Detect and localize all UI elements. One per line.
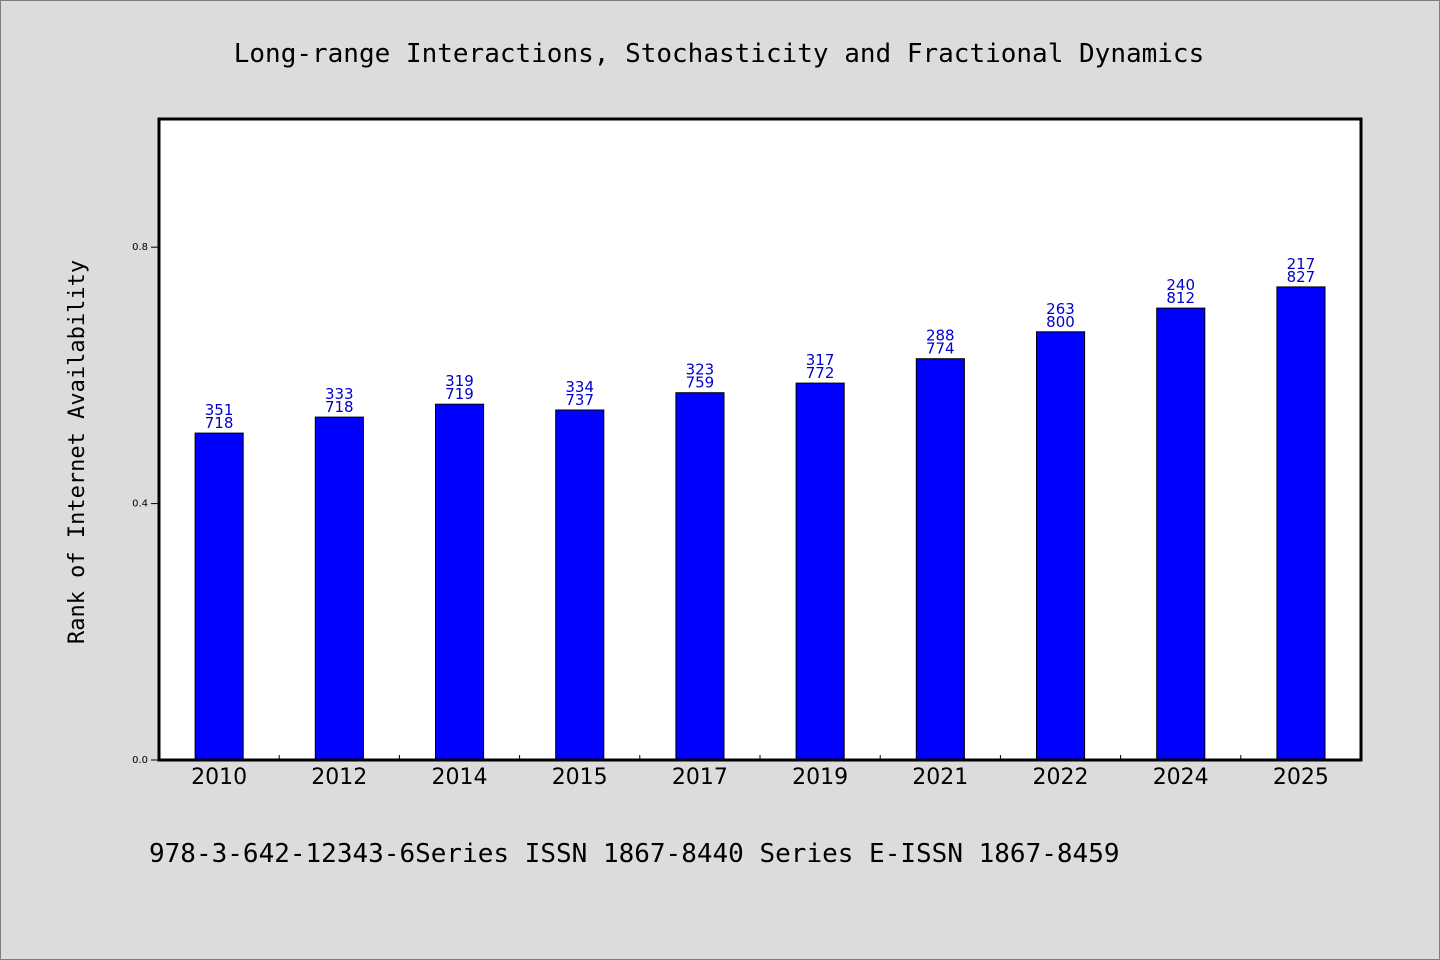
x-tick-label-2022: 2022 (1033, 765, 1089, 790)
data-label-top-2019: 317 (806, 351, 835, 369)
data-label-top-2017: 323 (686, 361, 715, 379)
data-label-bottom-2019: 772 (806, 364, 835, 382)
x-tick-label-2010: 2010 (191, 765, 247, 790)
x-tick-label-2019: 2019 (792, 765, 848, 790)
data-label-top-2021: 288 (926, 327, 955, 345)
y-tick-label: 0.8 (132, 242, 148, 253)
bar-2019 (795, 382, 845, 761)
data-label-bottom-2022: 800 (1046, 313, 1075, 331)
data-label-bottom-2021: 774 (926, 340, 955, 358)
bar-2021 (915, 358, 965, 761)
x-tick-label-2024: 2024 (1153, 765, 1209, 790)
data-label-bottom-2015: 737 (565, 391, 594, 409)
data-label-top-2012: 333 (325, 385, 354, 403)
data-label-top-2025: 217 (1287, 255, 1316, 273)
data-label-bottom-2012: 718 (325, 398, 354, 416)
data-label-top-2010: 351 (205, 401, 234, 419)
plot-border (157, 117, 1363, 762)
x-tick-label-2014: 2014 (432, 765, 488, 790)
data-label-bottom-2010: 718 (205, 414, 234, 432)
bar-2024 (1156, 307, 1206, 761)
bars-group (194, 286, 1326, 761)
x-axis: 2010 2012 2014 2015 2017 2019 2021 2022 2024 2025 (191, 755, 1329, 790)
bar-2015 (555, 409, 605, 761)
data-label-bottom-2017: 759 (686, 374, 715, 392)
y-tick-label: 0.4 (132, 499, 148, 510)
bar-2012 (314, 416, 364, 761)
y-axis: 0.0 0.4 0.8 (132, 242, 159, 766)
x-tick-label-2021: 2021 (912, 765, 968, 790)
bar-2010 (194, 432, 244, 761)
data-label-bottom-2025: 827 (1287, 268, 1316, 286)
y-tick-label: 0.0 (132, 755, 148, 766)
x-tick-label-2012: 2012 (311, 765, 367, 790)
data-label-bottom-2014: 719 (445, 385, 474, 403)
footer-isbn-issn: 978-3-642-12343-6Series ISSN 1867-8440 S… (149, 839, 1120, 869)
chart-title: Long-range Interactions, Stochasticity a… (234, 39, 1205, 69)
x-tick-label-2015: 2015 (552, 765, 608, 790)
data-label-top-2024: 240 (1166, 276, 1195, 294)
data-label-top-2014: 319 (445, 372, 474, 390)
y-axis-label: Rank of Internet Availability (65, 260, 90, 644)
bar-2014 (435, 403, 485, 761)
data-label-bottom-2024: 812 (1166, 289, 1195, 307)
bar-2025 (1276, 286, 1326, 761)
bar-2022 (1036, 331, 1086, 761)
x-tick-label-2017: 2017 (672, 765, 728, 790)
data-label-top-2015: 334 (565, 378, 594, 396)
x-tick-label-2025: 2025 (1273, 765, 1329, 790)
data-label-top-2022: 263 (1046, 300, 1075, 318)
bar-2017 (675, 392, 725, 761)
